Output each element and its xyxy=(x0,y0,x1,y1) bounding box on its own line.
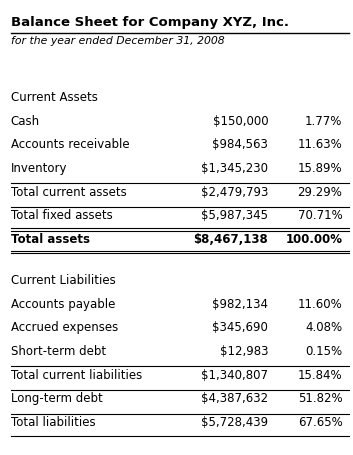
Text: $4,387,632: $4,387,632 xyxy=(201,392,268,405)
Text: $982,134: $982,134 xyxy=(212,298,268,311)
Text: 4.08%: 4.08% xyxy=(305,321,342,334)
Text: $150,000: $150,000 xyxy=(213,115,268,128)
Text: Cash: Cash xyxy=(11,115,40,128)
Text: Total current assets: Total current assets xyxy=(11,186,126,199)
Text: Current Liabilities: Current Liabilities xyxy=(11,274,115,287)
Text: 100.00%: 100.00% xyxy=(286,233,342,246)
Text: $5,728,439: $5,728,439 xyxy=(201,416,268,429)
Text: Inventory: Inventory xyxy=(11,162,67,175)
Text: Total fixed assets: Total fixed assets xyxy=(11,209,112,222)
Text: 70.71%: 70.71% xyxy=(298,209,342,222)
Text: Accrued expenses: Accrued expenses xyxy=(11,321,118,334)
Text: 51.82%: 51.82% xyxy=(298,392,342,405)
Text: 1.77%: 1.77% xyxy=(305,115,342,128)
Text: $5,987,345: $5,987,345 xyxy=(201,209,268,222)
Text: Short-term debt: Short-term debt xyxy=(11,345,106,358)
Text: 15.84%: 15.84% xyxy=(298,369,342,382)
Text: Current Assets: Current Assets xyxy=(11,91,97,104)
Text: 11.63%: 11.63% xyxy=(298,138,342,152)
Text: Long-term debt: Long-term debt xyxy=(11,392,102,405)
Text: $2,479,793: $2,479,793 xyxy=(201,186,268,199)
Text: $345,690: $345,690 xyxy=(213,321,268,334)
Text: 15.89%: 15.89% xyxy=(298,162,342,175)
Text: for the year ended December 31, 2008: for the year ended December 31, 2008 xyxy=(11,36,224,46)
Text: Balance Sheet for Company XYZ, Inc.: Balance Sheet for Company XYZ, Inc. xyxy=(11,16,289,29)
Text: $1,345,230: $1,345,230 xyxy=(201,162,268,175)
Text: 0.15%: 0.15% xyxy=(305,345,342,358)
Text: Total current liabilities: Total current liabilities xyxy=(11,369,142,382)
Text: 67.65%: 67.65% xyxy=(298,416,342,429)
Text: 11.60%: 11.60% xyxy=(298,298,342,311)
Text: Accounts payable: Accounts payable xyxy=(11,298,115,311)
Text: $984,563: $984,563 xyxy=(213,138,268,152)
Text: $1,340,807: $1,340,807 xyxy=(201,369,268,382)
Text: $8,467,138: $8,467,138 xyxy=(193,233,268,246)
Text: Total liabilities: Total liabilities xyxy=(11,416,95,429)
Text: 29.29%: 29.29% xyxy=(298,186,342,199)
Text: Total assets: Total assets xyxy=(11,233,90,246)
Text: Accounts receivable: Accounts receivable xyxy=(11,138,129,152)
Text: $12,983: $12,983 xyxy=(220,345,268,358)
